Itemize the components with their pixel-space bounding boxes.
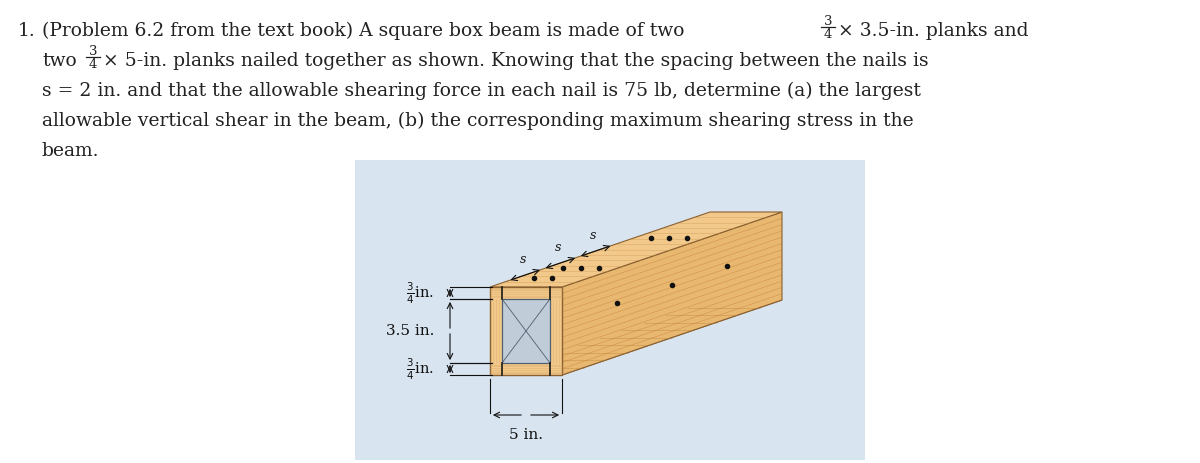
Text: 4: 4 xyxy=(824,28,832,41)
Text: × 5-in. planks nailed together as shown. Knowing that the spacing between the na: × 5-in. planks nailed together as shown.… xyxy=(103,52,929,70)
Bar xyxy=(355,160,865,460)
Polygon shape xyxy=(490,212,782,287)
Text: $\frac{3}{4}$in.: $\frac{3}{4}$in. xyxy=(407,357,434,382)
Text: $\frac{3}{4}$in.: $\frac{3}{4}$in. xyxy=(407,280,434,306)
Text: s: s xyxy=(554,241,562,254)
Text: s = 2 in. and that the allowable shearing force in each nail is 75 lb, determine: s = 2 in. and that the allowable shearin… xyxy=(42,82,920,100)
Text: 5 in.: 5 in. xyxy=(509,428,542,442)
Text: allowable vertical shear in the beam, (b) the corresponding maximum shearing str: allowable vertical shear in the beam, (b… xyxy=(42,112,913,130)
Text: 4: 4 xyxy=(89,58,97,71)
Text: × 3.5-in. planks and: × 3.5-in. planks and xyxy=(838,22,1028,40)
Text: s: s xyxy=(590,229,596,242)
Text: (Problem 6.2 from the text book) A square box beam is made of two: (Problem 6.2 from the text book) A squar… xyxy=(42,22,684,40)
Text: s: s xyxy=(520,253,526,266)
Polygon shape xyxy=(502,299,550,363)
Text: 3: 3 xyxy=(89,45,97,58)
Text: 1.: 1. xyxy=(18,22,36,40)
Polygon shape xyxy=(490,287,562,375)
Text: two: two xyxy=(42,52,77,70)
Text: 3.5 in.: 3.5 in. xyxy=(385,324,434,338)
Text: 3: 3 xyxy=(823,15,833,28)
Polygon shape xyxy=(562,212,782,375)
Polygon shape xyxy=(490,300,782,375)
Text: beam.: beam. xyxy=(42,142,100,160)
